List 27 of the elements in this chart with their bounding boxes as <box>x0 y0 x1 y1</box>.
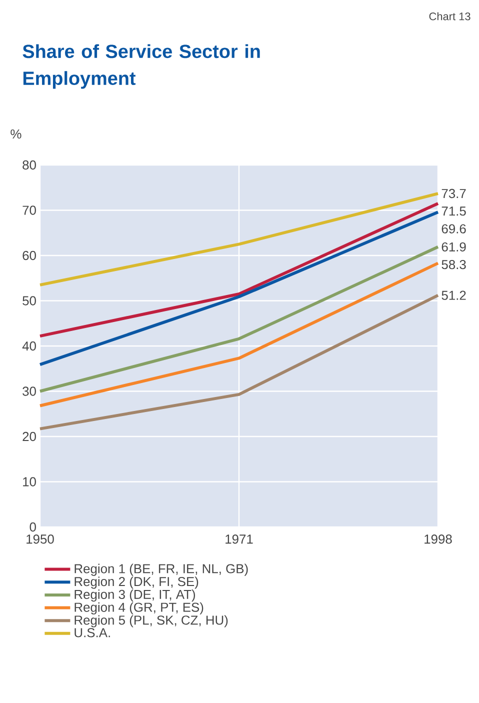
y-tick-label: 60 <box>22 250 36 260</box>
y-tick-label: 40 <box>22 341 36 351</box>
legend-label: Region 4 (GR, PT, ES) <box>74 602 204 614</box>
data-label: 58.3 <box>442 260 466 270</box>
data-label: 73.7 <box>442 188 466 198</box>
data-label: 61.9 <box>442 242 466 252</box>
y-tick-label: 70 <box>22 206 36 215</box>
caption: Chart 13 <box>429 12 470 20</box>
y-tick-label: 0 <box>30 522 36 532</box>
y-tick-label: 80 <box>22 160 36 170</box>
data-label: 51.2 <box>442 290 466 300</box>
chart-title: Share of Service Sector in Employment <box>22 44 260 89</box>
legend-label: Region 5 (PL, SK, CZ, HU) <box>74 615 228 628</box>
data-label: 69.6 <box>442 224 466 234</box>
y-tick-label: 10 <box>23 477 36 486</box>
data-label: 71.5 <box>442 206 466 216</box>
y-axis-title: % <box>10 129 22 139</box>
y-tick-label: 50 <box>22 296 36 306</box>
y-tick-label: 30 <box>22 386 36 396</box>
legend-label: Region 1 (BE, FR, IE, NL, GB) <box>74 564 248 576</box>
x-tick-label: 1950 <box>26 534 54 544</box>
legend-label: Region 3 (DE, IT, AT) <box>74 589 196 602</box>
y-tick-label: 20 <box>22 432 36 442</box>
legend-label: U.S.A. <box>74 628 110 638</box>
legend-label: Region 2 (DK, FI, SE) <box>74 576 198 589</box>
x-tick-label: 1971 <box>226 534 253 544</box>
x-tick-label: 1998 <box>424 534 452 544</box>
